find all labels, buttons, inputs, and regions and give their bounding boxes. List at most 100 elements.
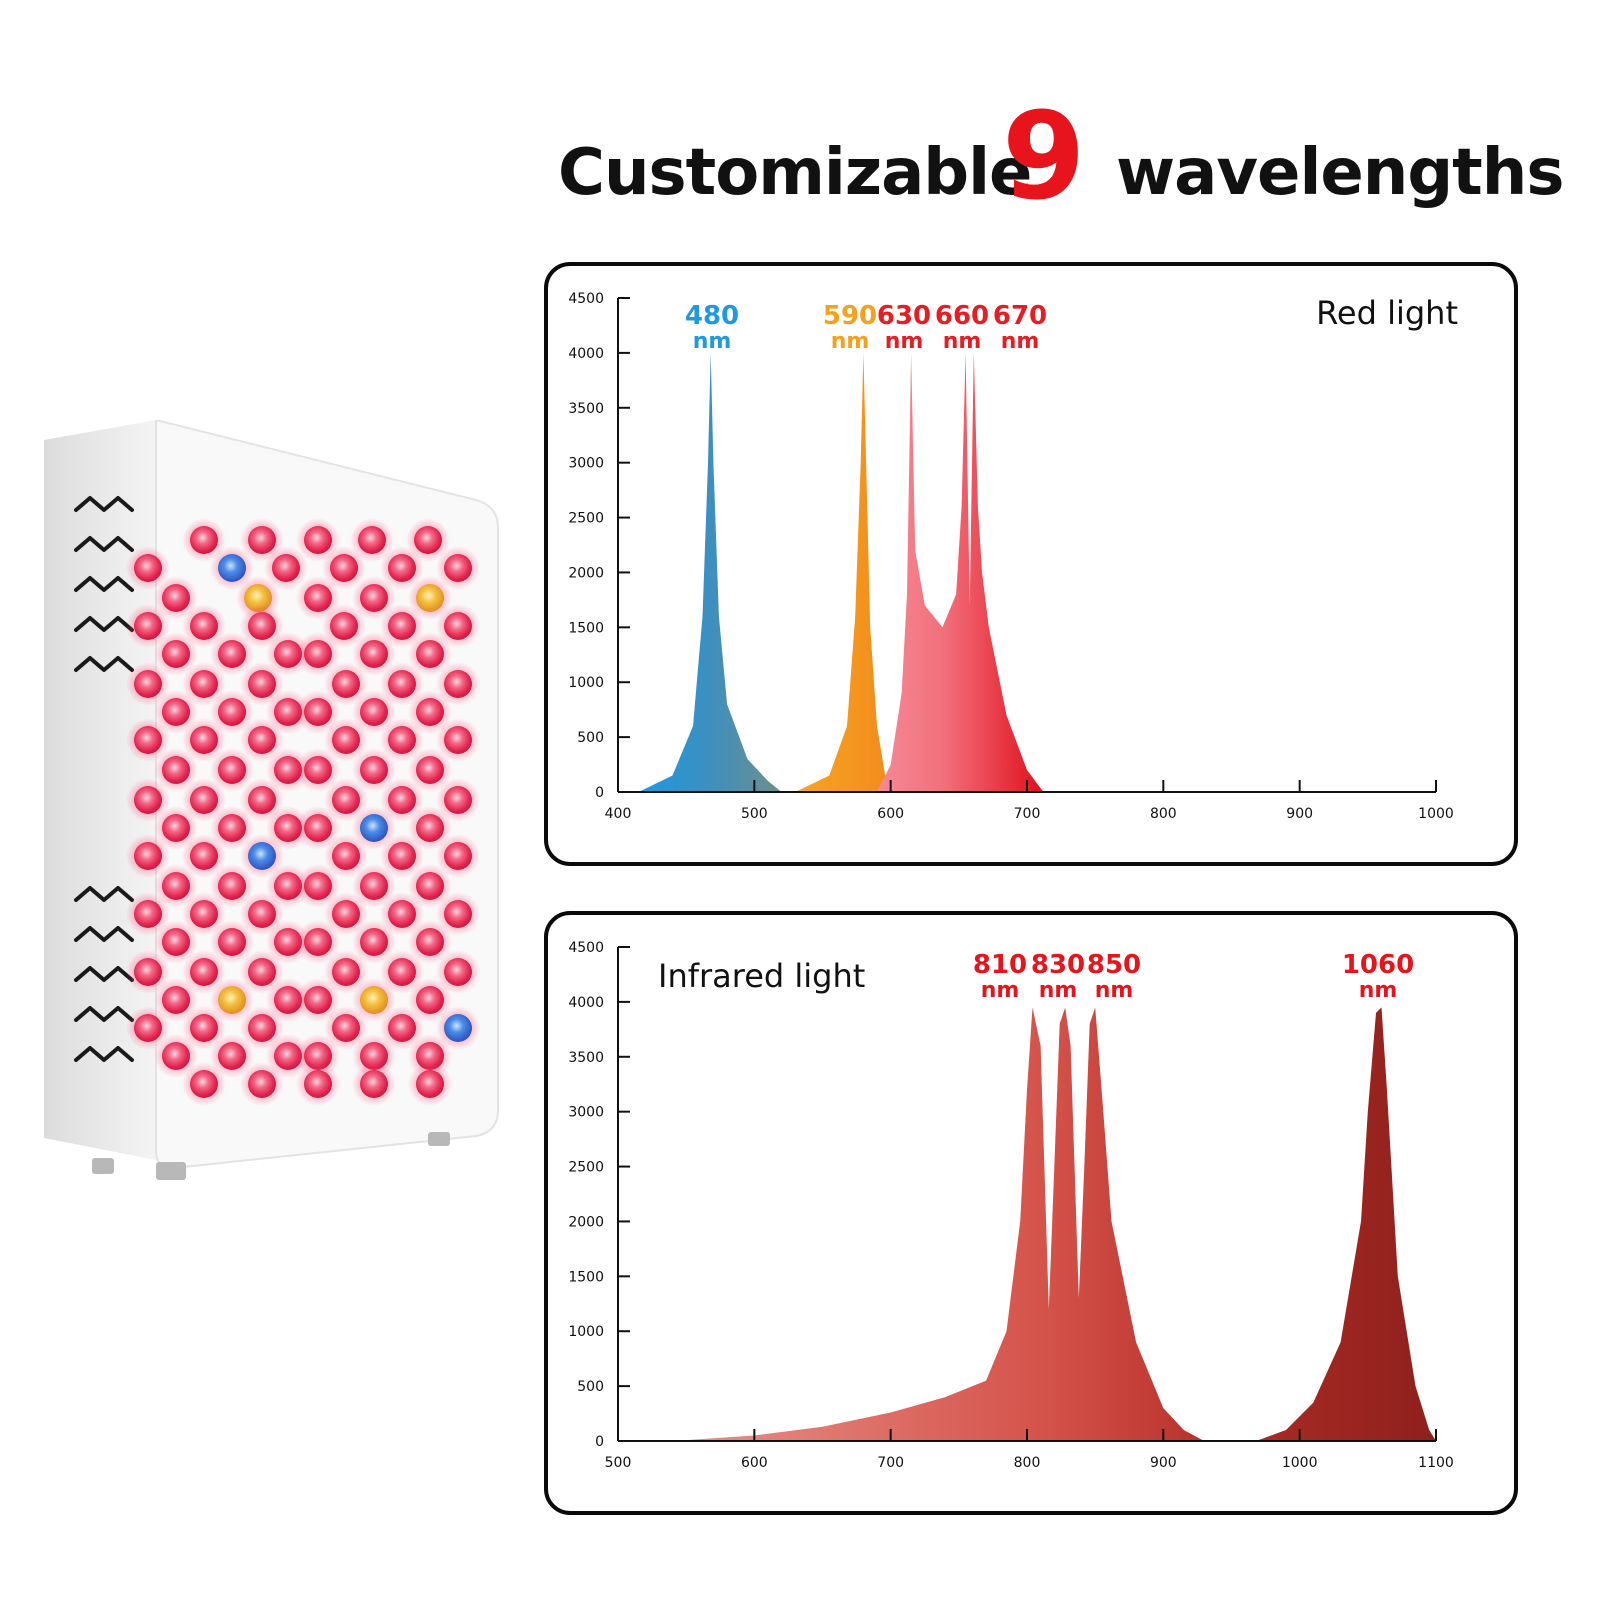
- led-red: [304, 1042, 332, 1070]
- led-red: [218, 872, 246, 900]
- light-panel-device: [36, 418, 516, 1210]
- vent-wave: [74, 886, 134, 902]
- led-red: [358, 526, 386, 554]
- led-red: [360, 584, 388, 612]
- led-red: [134, 726, 162, 754]
- led-red: [190, 726, 218, 754]
- led-red: [248, 526, 276, 554]
- x-tick-label: 500: [741, 806, 768, 822]
- led-red: [162, 1042, 190, 1070]
- peak-label-unit: nm: [831, 329, 870, 354]
- led-red: [304, 1070, 332, 1098]
- led-red: [134, 670, 162, 698]
- led-red: [162, 584, 190, 612]
- led-red: [190, 842, 218, 870]
- led-red: [332, 1014, 360, 1042]
- led-red: [190, 1014, 218, 1042]
- peak-label-unit: nm: [885, 329, 924, 354]
- led-red: [304, 986, 332, 1014]
- led-red: [218, 698, 246, 726]
- led-red: [218, 1042, 246, 1070]
- led-red: [444, 900, 472, 928]
- led-red: [360, 928, 388, 956]
- led-red: [162, 640, 190, 668]
- led-red: [162, 756, 190, 784]
- y-tick-label: 0: [595, 785, 604, 801]
- led-red: [162, 814, 190, 842]
- led-red: [190, 526, 218, 554]
- led-red: [190, 786, 218, 814]
- x-tick-label: 700: [877, 1455, 904, 1471]
- y-tick-label: 1000: [568, 1324, 604, 1340]
- led-red: [248, 958, 276, 986]
- led-red: [304, 756, 332, 784]
- led-amber: [416, 584, 444, 612]
- series-area-1: [672, 1007, 1205, 1441]
- led-red: [304, 640, 332, 668]
- y-tick-label: 2000: [568, 1214, 604, 1230]
- y-tick-label: 3500: [568, 401, 604, 417]
- led-red: [444, 670, 472, 698]
- led-red: [388, 670, 416, 698]
- device-foot-left: [92, 1158, 114, 1174]
- led-red: [388, 842, 416, 870]
- x-tick-label: 900: [1286, 806, 1313, 822]
- led-red: [134, 958, 162, 986]
- y-tick-label: 3500: [568, 1050, 604, 1066]
- headline-suffix: wavelengths: [1116, 136, 1564, 210]
- led-red: [388, 612, 416, 640]
- led-red: [444, 612, 472, 640]
- x-tick-label: 600: [877, 806, 904, 822]
- led-red: [190, 958, 218, 986]
- led-red: [274, 756, 302, 784]
- led-red: [360, 1070, 388, 1098]
- led-red: [332, 958, 360, 986]
- red-light-chart-panel: 0 500 1000 1500 2000 2500 3000 3500 4000 4500 400 5…: [544, 262, 1518, 866]
- x-tick-label: 1000: [1282, 1455, 1318, 1471]
- led-red: [304, 928, 332, 956]
- led-red: [388, 900, 416, 928]
- x-tick-label: 600: [741, 1455, 768, 1471]
- vent-wave: [74, 616, 134, 632]
- led-red: [332, 900, 360, 928]
- led-red: [162, 698, 190, 726]
- led-red: [444, 726, 472, 754]
- x-tick-label: 700: [1014, 806, 1041, 822]
- led-red: [274, 928, 302, 956]
- vent-wave: [74, 1006, 134, 1022]
- led-red: [360, 698, 388, 726]
- y-tick-label: 2000: [568, 565, 604, 581]
- x-tick-label: 400: [605, 806, 632, 822]
- led-red: [274, 698, 302, 726]
- led-red: [190, 612, 218, 640]
- y-tick-label: 1000: [568, 675, 604, 691]
- device-illustration: [44, 418, 499, 1180]
- x-tick-label: 800: [1014, 1455, 1041, 1471]
- led-red: [332, 786, 360, 814]
- led-red: [190, 1070, 218, 1098]
- led-red: [416, 986, 444, 1014]
- led-red: [416, 928, 444, 956]
- led-red: [388, 1014, 416, 1042]
- led-red: [274, 814, 302, 842]
- led-red: [304, 526, 332, 554]
- vent-wave: [74, 966, 134, 982]
- led-red: [272, 554, 300, 582]
- led-red: [388, 958, 416, 986]
- led-red: [162, 872, 190, 900]
- led-red: [162, 928, 190, 956]
- led-red: [134, 786, 162, 814]
- led-red: [444, 958, 472, 986]
- y-tick-label: 4000: [568, 995, 604, 1011]
- led-red: [416, 698, 444, 726]
- led-grid: [126, 518, 480, 1106]
- y-tick-label: 3000: [568, 456, 604, 472]
- peak-label-unit: nm: [693, 329, 732, 354]
- led-red: [274, 1042, 302, 1070]
- chart-title: Infrared light: [658, 957, 865, 995]
- device-foot-right: [428, 1132, 450, 1146]
- led-red: [360, 1042, 388, 1070]
- vent-wave: [74, 576, 134, 592]
- peak-label-value: 850: [1087, 950, 1141, 980]
- led-red: [248, 670, 276, 698]
